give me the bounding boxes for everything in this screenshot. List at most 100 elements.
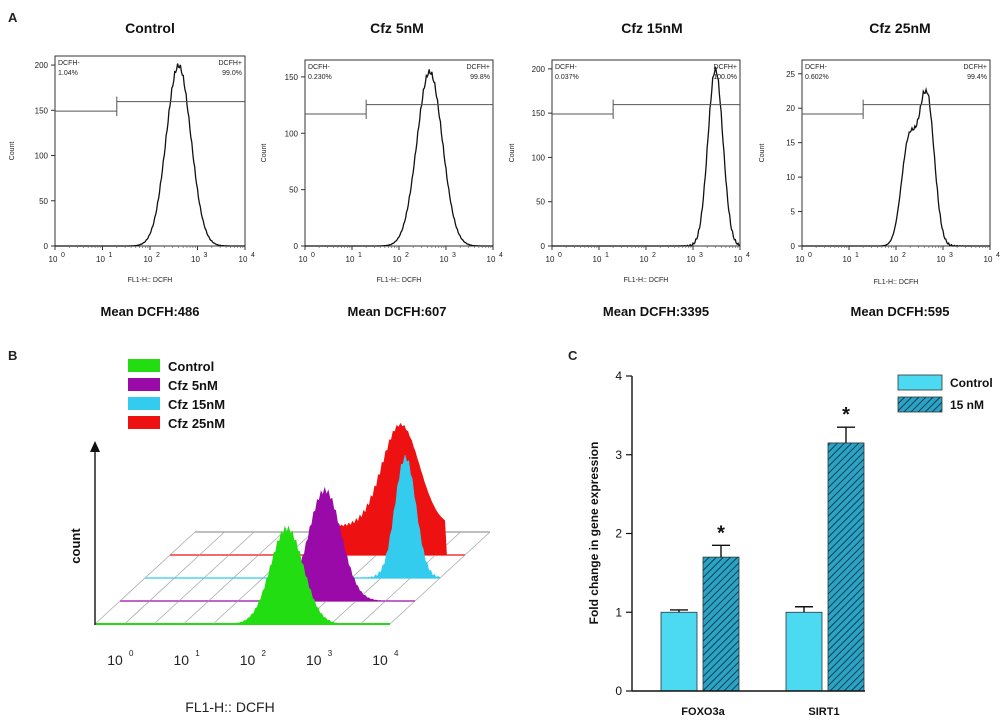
x-tick-base: 10 bbox=[487, 255, 496, 264]
y-tick-label: 150 bbox=[532, 109, 546, 118]
x-tick-base: 10 bbox=[640, 255, 649, 264]
gate-neg-pct: 0.602% bbox=[805, 74, 829, 81]
overlay-x-tick-exponent: 3 bbox=[328, 649, 333, 658]
y-tick-label: 100 bbox=[35, 152, 49, 161]
legend-label-cfz-5nm: Cfz 5nM bbox=[168, 378, 218, 393]
mean-dcfh: Mean DCFH:486 bbox=[101, 304, 200, 319]
bar-y-tick-label: 4 bbox=[615, 369, 622, 383]
x-tick-base: 10 bbox=[796, 255, 805, 264]
y-tick-label: 150 bbox=[35, 106, 49, 115]
histogram-frame bbox=[304, 59, 494, 247]
bar-category-foxo3a: FOXO3a bbox=[681, 706, 725, 718]
y-ticks: 0 50 100 150 bbox=[285, 73, 305, 251]
bar-foxo3a-control bbox=[660, 611, 698, 692]
x-tick-exponent: 2 bbox=[902, 252, 906, 259]
x-tick-exponent: 0 bbox=[808, 252, 812, 259]
histogram-title: Control bbox=[125, 20, 175, 36]
gate-pos-label: DCFH+ bbox=[963, 64, 987, 71]
histogram-title: Cfz 5nM bbox=[370, 20, 424, 36]
histogram-cfz-15nm: Cfz 15nM DCFH- 0.037% DCFH+ 100.0% 10 0 10… bbox=[509, 20, 750, 319]
x-tick-base: 10 bbox=[346, 255, 355, 264]
gate-pos-label: DCFH+ bbox=[466, 64, 490, 71]
gate-pos-pct: 99.4% bbox=[967, 74, 987, 81]
bar-y-tick-label: 0 bbox=[615, 684, 622, 698]
gate-markers bbox=[305, 99, 493, 119]
x-tick-base: 10 bbox=[440, 255, 449, 264]
x-tick-exponent: 4 bbox=[251, 252, 255, 259]
gate-pos-pct: 100.0% bbox=[713, 74, 737, 81]
bar-y-tick-label: 2 bbox=[615, 527, 622, 541]
mean-dcfh: Mean DCFH:3395 bbox=[603, 304, 709, 319]
x-tick-exponent: 3 bbox=[699, 252, 703, 259]
gate-neg-pct: 0.230% bbox=[308, 74, 332, 81]
histogram-y-label: Count bbox=[261, 144, 268, 163]
mean-dcfh: Mean DCFH:607 bbox=[348, 304, 447, 319]
x-tick-exponent: 0 bbox=[558, 252, 562, 259]
panel-c: C Fold change in gene expression 0 1 2 3 4 *… bbox=[568, 348, 993, 718]
x-tick-exponent: 2 bbox=[405, 252, 409, 259]
x-tick-base: 10 bbox=[299, 255, 308, 264]
bar-sirt1-15nm bbox=[827, 442, 865, 692]
y-tick-label: 100 bbox=[285, 129, 299, 138]
x-ticks: 10 0 10 1 10 2 10 3 10 4 bbox=[49, 246, 255, 264]
overlay-y-label: count bbox=[68, 528, 83, 564]
x-tick-base: 10 bbox=[144, 255, 153, 264]
significance-marker: * bbox=[717, 522, 725, 544]
histogram-y-label: Count bbox=[509, 144, 516, 163]
x-tick-exponent: 0 bbox=[311, 252, 315, 259]
x-tick-exponent: 4 bbox=[499, 252, 503, 259]
x-tick-base: 10 bbox=[734, 255, 743, 264]
legend-swatch-cfz-5nm bbox=[128, 378, 160, 391]
overlay-x-tick-base: 10 bbox=[107, 652, 123, 668]
x-tick-base: 10 bbox=[937, 255, 946, 264]
overlay-x-tick-exponent: 1 bbox=[195, 649, 200, 658]
y-tick-label: 100 bbox=[532, 153, 546, 162]
overlay-ridge-1 bbox=[95, 525, 390, 625]
histogram-y-label: Count bbox=[9, 142, 16, 161]
y-tick-label: 20 bbox=[786, 104, 795, 113]
y-tick-label: 50 bbox=[39, 197, 48, 206]
panel-b-label: B bbox=[8, 348, 17, 363]
bar-y-tick-label: 3 bbox=[615, 448, 622, 462]
y-tick-label: 0 bbox=[44, 242, 49, 251]
overlay-x-tick-base: 10 bbox=[240, 652, 256, 668]
y-tick-label: 0 bbox=[294, 242, 299, 251]
histogram-frame bbox=[801, 59, 991, 247]
x-tick-exponent: 2 bbox=[652, 252, 656, 259]
x-tick-exponent: 3 bbox=[452, 252, 456, 259]
histogram-title: Cfz 15nM bbox=[621, 20, 682, 36]
panel-a: A Control DCFH- 1.04% DCFH+ 99.0% 10 0 10 1… bbox=[8, 10, 1000, 319]
histogram-x-label: FL1-H:: DCFH bbox=[624, 277, 669, 284]
bar-legend: Control 15 nM bbox=[897, 374, 993, 413]
y-ticks: 0 5 10 15 20 25 bbox=[786, 70, 802, 251]
x-tick-base: 10 bbox=[687, 255, 696, 264]
histogram-cfz-5nm: Cfz 5nM DCFH- 0.230% DCFH+ 99.8% 10 0 10 1 1… bbox=[261, 20, 503, 319]
histogram-control: Control DCFH- 1.04% DCFH+ 99.0% 10 0 10 1 10… bbox=[9, 20, 255, 319]
x-tick-base: 10 bbox=[843, 255, 852, 264]
y-tick-label: 0 bbox=[541, 242, 546, 251]
x-tick-base: 10 bbox=[890, 255, 899, 264]
overlay-x-tick-exponent: 2 bbox=[262, 649, 267, 658]
histogram-y-label: Count bbox=[759, 144, 766, 163]
gate-pos-label: DCFH+ bbox=[713, 64, 737, 71]
y-tick-label: 5 bbox=[791, 208, 796, 217]
gate-neg-pct: 0.037% bbox=[555, 74, 579, 81]
legend-swatch-15nm bbox=[897, 396, 943, 413]
x-tick-base: 10 bbox=[96, 255, 105, 264]
overlay-x-tick-exponent: 4 bbox=[394, 649, 399, 658]
gate-markers bbox=[552, 99, 740, 119]
bar-sirt1-control bbox=[785, 611, 823, 692]
histogram-curve bbox=[552, 66, 741, 247]
y-tick-label: 0 bbox=[791, 242, 796, 251]
y-ticks: 0 50 100 150 200 bbox=[35, 61, 55, 251]
legend-swatch-control bbox=[897, 374, 943, 391]
x-tick-exponent: 3 bbox=[204, 252, 208, 259]
x-tick-exponent: 1 bbox=[358, 252, 362, 259]
bar-category-sirt1: SIRT1 bbox=[808, 706, 839, 718]
bar-y-label: Fold change in gene expression bbox=[587, 442, 601, 625]
panel-c-label: C bbox=[568, 348, 578, 363]
x-tick-base: 10 bbox=[546, 255, 555, 264]
x-tick-exponent: 2 bbox=[156, 252, 160, 259]
histogram-x-label: FL1-H:: DCFH bbox=[128, 277, 173, 284]
x-tick-base: 10 bbox=[239, 255, 248, 264]
